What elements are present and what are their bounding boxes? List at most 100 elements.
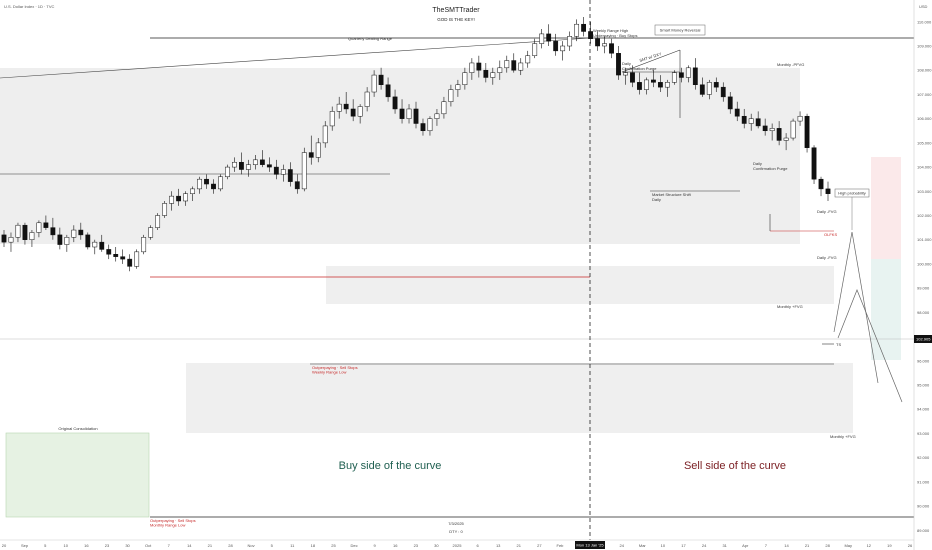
market-structure-shift-sub: Daily [652,197,661,202]
monthly-fvg-mid-label: Monthly +FVG [777,304,803,309]
price-tick-label: 108.000 [917,68,932,73]
candle-body [357,106,363,117]
candle-body [50,227,56,236]
x-tick-label: 2025 [453,543,463,548]
candle-body [434,113,440,119]
candle-body [245,164,251,170]
candle-body [239,161,244,170]
candle-body [804,115,810,148]
projection-path-1 [833,231,879,384]
daily-confirmation-purge-2b: Confirmation Purge [753,166,788,171]
price-tick-label: 104.000 [917,165,932,170]
x-tick-label: 23 [414,543,419,548]
candle-body [609,43,614,54]
candle-body [644,79,649,90]
x-tick-label: Mar [639,543,647,548]
x-tick-label: 24 [620,543,625,548]
candle-body [525,55,531,64]
candle-body [329,111,335,127]
candle-body [713,82,719,88]
x-tick-label: 11 [290,543,295,548]
candle-body [671,72,677,83]
daily-confirmation-purge-1b: Confirmation Purge [622,66,657,71]
candle-body [162,203,168,216]
candle-body [818,178,824,190]
candle-body [57,234,63,245]
candle-body [350,108,356,117]
original-consolidation-label: Original Consolidation [58,426,97,431]
daily-confirmation-purge-1: Daily [622,61,631,66]
candle-body [504,60,510,69]
candle-body [322,125,328,144]
candle-body [692,67,698,86]
smart-money-reversal-box [654,24,706,36]
price-tick-label: 89.000 [917,528,930,533]
candle-body [755,118,761,127]
candle-body [92,241,98,248]
ts-label: TS [836,342,841,347]
candle-body [225,166,230,178]
candle-body [280,169,286,175]
x-tick-label: 19 [887,543,892,548]
candle-body [427,118,433,132]
candle-body [85,234,91,248]
candle-body [64,237,70,245]
candle-body [685,67,691,78]
candle-body [36,222,42,233]
high-probability-label: High probability [838,191,866,196]
price-tick-label: 105.000 [917,140,932,145]
x-tick-label: 26 [908,543,913,548]
candle-body [539,33,545,44]
x-tick-label: Oct [145,543,152,548]
quarterly-dealing-range-label: Quarterly Dealing Range [348,36,393,41]
candle-body [22,224,28,240]
sell-stops-bottom-sub: Monthly Range Low [150,523,185,528]
candle-body [741,115,747,124]
x-tick-label: 5 [44,543,47,548]
candle-body [602,43,607,47]
price-tick-label: 90.000 [917,504,930,509]
candle-body [155,215,161,228]
candle-body [420,123,426,132]
candle-body [287,169,293,182]
candle-body [727,96,733,110]
x-tick-label: 13 [496,543,501,548]
x-tick-label: 10 [661,543,666,548]
x-tick-label: 12 [867,543,872,548]
price-tick-label: 96.000 [917,358,930,363]
candle-body [406,108,412,119]
highlighted-date-label: Mon 13 Jan '25 [576,543,604,548]
candle-body [483,69,489,78]
candle-body [71,229,77,238]
market-structure-shift-label: Market Structure Shift [652,192,692,197]
candle-body [546,33,552,42]
candle-body [183,193,188,202]
x-tick-label: 18 [311,543,316,548]
weekly-range-high-sub: Underpaying · Buy Stops [593,33,637,38]
candle-body [294,181,300,190]
candle-body [343,103,349,110]
monthly-pfvg-top-label: Monthly -PFVG [777,62,804,67]
weekly-range-high-label: Weekly Range High [593,28,628,33]
x-tick-label: 14 [784,543,789,548]
candle-body [811,147,817,180]
smt-label: SMT w/ DXY [639,51,663,63]
x-tick-label: 7 [765,543,768,548]
candle-body [651,79,656,83]
candle-body [315,142,321,158]
candle-body [190,188,195,194]
candle-body [532,43,538,56]
price-tick-label: 94.000 [917,407,930,412]
x-axis-labels: 20 Sep 5 10 16 23 30 Oct 7 14 21 28 Nov 5 11 18 25 Dec 9 16… [2,543,913,548]
price-tick-label: 100.000 [917,261,932,266]
candle-body [553,40,559,52]
axis-unit-label: USD [919,4,928,9]
sell-target-box [871,157,901,259]
candle-body [462,72,468,86]
candle-body [266,164,272,168]
candle-body [78,229,84,236]
candle-body [588,31,593,39]
x-tick-label: 21 [208,543,213,548]
candle-body [392,96,398,110]
